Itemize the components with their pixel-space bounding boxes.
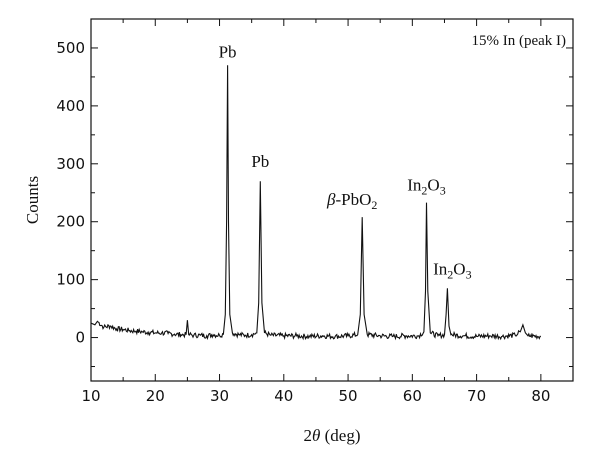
x-tick-label: 40	[274, 387, 293, 405]
peak-annotations: Pb Pb β-PbO2​ In2​O3​ In2​O3​	[219, 42, 472, 281]
x-tick-label: 50	[339, 387, 358, 405]
y-tick-label: 500	[56, 39, 85, 57]
peak-annotation: In2​O3​	[407, 176, 445, 198]
peak-annotation: Pb	[251, 152, 269, 171]
series-line	[90, 65, 541, 341]
peak-annotation: In2​O3​	[433, 259, 471, 281]
x-tick-label: 60	[403, 387, 422, 405]
y-tick-label: 400	[56, 97, 85, 115]
x-tick-label: 20	[146, 387, 165, 405]
axis-ticks	[90, 19, 573, 381]
peak-annotation: Pb	[219, 42, 237, 61]
x-tick-label: 30	[210, 387, 229, 405]
y-axis-title: Counts	[23, 176, 42, 224]
x-axis-title: 2θ (deg)	[304, 426, 361, 445]
plot-frame	[90, 18, 574, 382]
tick-labels: 10 20 30 40 50 60 70 80 0 100 200 300 400 500	[56, 39, 550, 405]
y-tick-label: 200	[56, 213, 85, 231]
x-tick-label: 70	[467, 387, 486, 405]
y-tick-label: 100	[56, 271, 85, 289]
y-tick-label: 300	[56, 155, 85, 173]
x-tick-label: 10	[81, 387, 100, 405]
corner-label: 15% In (peak I)	[471, 33, 566, 49]
x-tick-label: 80	[531, 387, 550, 405]
y-tick-label: 0	[75, 329, 85, 347]
peak-annotation: β-PbO2​	[326, 190, 377, 212]
